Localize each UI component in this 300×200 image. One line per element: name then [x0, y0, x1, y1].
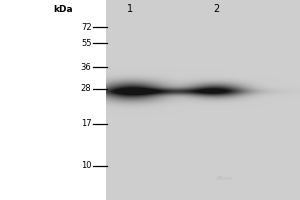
Text: 17: 17: [81, 119, 92, 129]
Text: 36: 36: [81, 62, 92, 72]
Text: Bioss: Bioss: [217, 176, 233, 180]
Text: 2: 2: [213, 4, 219, 14]
Text: 55: 55: [81, 38, 92, 47]
Text: kDa: kDa: [53, 4, 73, 14]
Text: 10: 10: [81, 162, 92, 170]
Text: 28: 28: [81, 84, 92, 93]
Text: 1: 1: [128, 4, 134, 14]
Text: 72: 72: [81, 22, 92, 31]
